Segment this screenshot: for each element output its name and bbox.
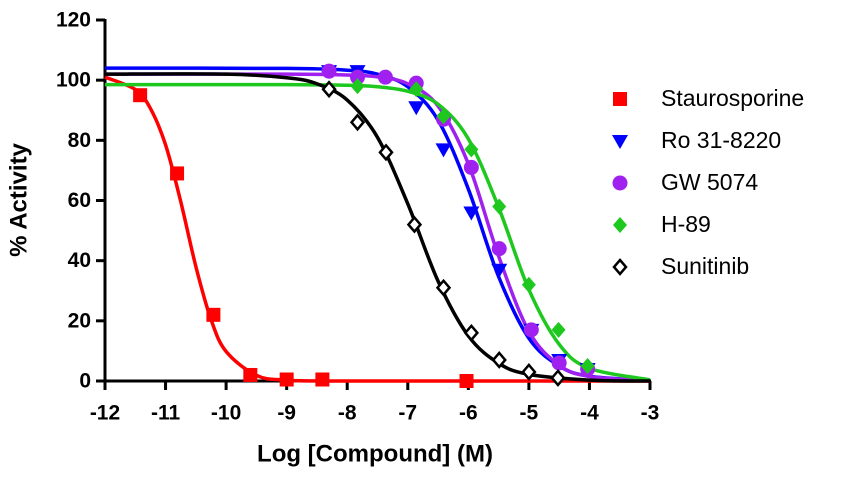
point xyxy=(377,69,393,85)
y-axis-label: % Activity xyxy=(5,142,32,256)
point xyxy=(436,108,451,125)
legend-entry: GW 5074 xyxy=(612,169,758,195)
legend-entry: Sunitinib xyxy=(612,253,749,279)
legend-entry: H-89 xyxy=(613,211,711,237)
point xyxy=(459,374,474,388)
x-tick-label: -10 xyxy=(211,402,241,425)
legend-label: GW 5074 xyxy=(661,169,758,195)
x-tick-label: -11 xyxy=(151,402,181,425)
point xyxy=(580,357,595,374)
legend-label: H-89 xyxy=(661,211,711,237)
y-tick-label: 100 xyxy=(56,69,91,92)
x-tick-label: -8 xyxy=(338,402,357,425)
y-tick-label: 20 xyxy=(68,309,91,332)
point xyxy=(491,263,508,278)
point xyxy=(321,80,337,99)
point xyxy=(350,78,365,95)
y-tick-label: 80 xyxy=(68,129,91,152)
point xyxy=(463,206,480,221)
point xyxy=(491,351,507,369)
point xyxy=(350,69,366,85)
point xyxy=(464,141,479,158)
y-tick-label: 40 xyxy=(68,249,91,272)
x-axis-label: Log [Compound] (M) xyxy=(257,440,493,467)
legend-label: Ro 31-8220 xyxy=(661,127,781,153)
point xyxy=(463,159,479,175)
x-tick-label: -4 xyxy=(580,402,599,425)
point xyxy=(408,101,425,116)
point xyxy=(551,321,566,338)
x-tick-label: -3 xyxy=(641,402,660,425)
x-tick-label: -6 xyxy=(459,402,478,425)
point xyxy=(491,241,507,257)
point xyxy=(523,322,539,338)
x-tick-label: -7 xyxy=(398,402,417,425)
legend-marker xyxy=(612,175,628,191)
point xyxy=(349,113,366,132)
point xyxy=(521,276,536,293)
legend-label: Sunitinib xyxy=(661,253,749,279)
point xyxy=(321,63,337,79)
point xyxy=(279,372,294,387)
point xyxy=(521,363,537,381)
legend-entry: Ro 31-8220 xyxy=(612,127,781,153)
x-tick-label: -12 xyxy=(90,402,120,425)
legend-label: Staurosporine xyxy=(661,85,804,111)
legend-marker xyxy=(613,92,627,106)
point xyxy=(243,367,258,382)
point xyxy=(551,355,567,371)
point xyxy=(315,372,330,387)
legend-marker xyxy=(613,217,627,233)
point xyxy=(435,278,452,297)
legend-marker xyxy=(612,135,628,149)
y-tick-label: 120 xyxy=(56,9,91,32)
point xyxy=(409,81,424,98)
point xyxy=(206,307,221,322)
point xyxy=(492,198,507,215)
point xyxy=(170,166,185,181)
point xyxy=(463,323,480,342)
y-tick-label: 0 xyxy=(79,370,91,393)
legend-marker xyxy=(612,258,628,276)
fit-curve xyxy=(104,75,651,383)
legend-entry: Staurosporine xyxy=(613,85,804,111)
point xyxy=(550,369,566,387)
point xyxy=(133,88,148,103)
point xyxy=(406,215,423,234)
point xyxy=(378,143,394,162)
y-tick-label: 60 xyxy=(68,189,91,212)
x-tick-label: -5 xyxy=(520,402,539,425)
point xyxy=(435,143,452,158)
x-tick-label: -9 xyxy=(277,402,296,425)
